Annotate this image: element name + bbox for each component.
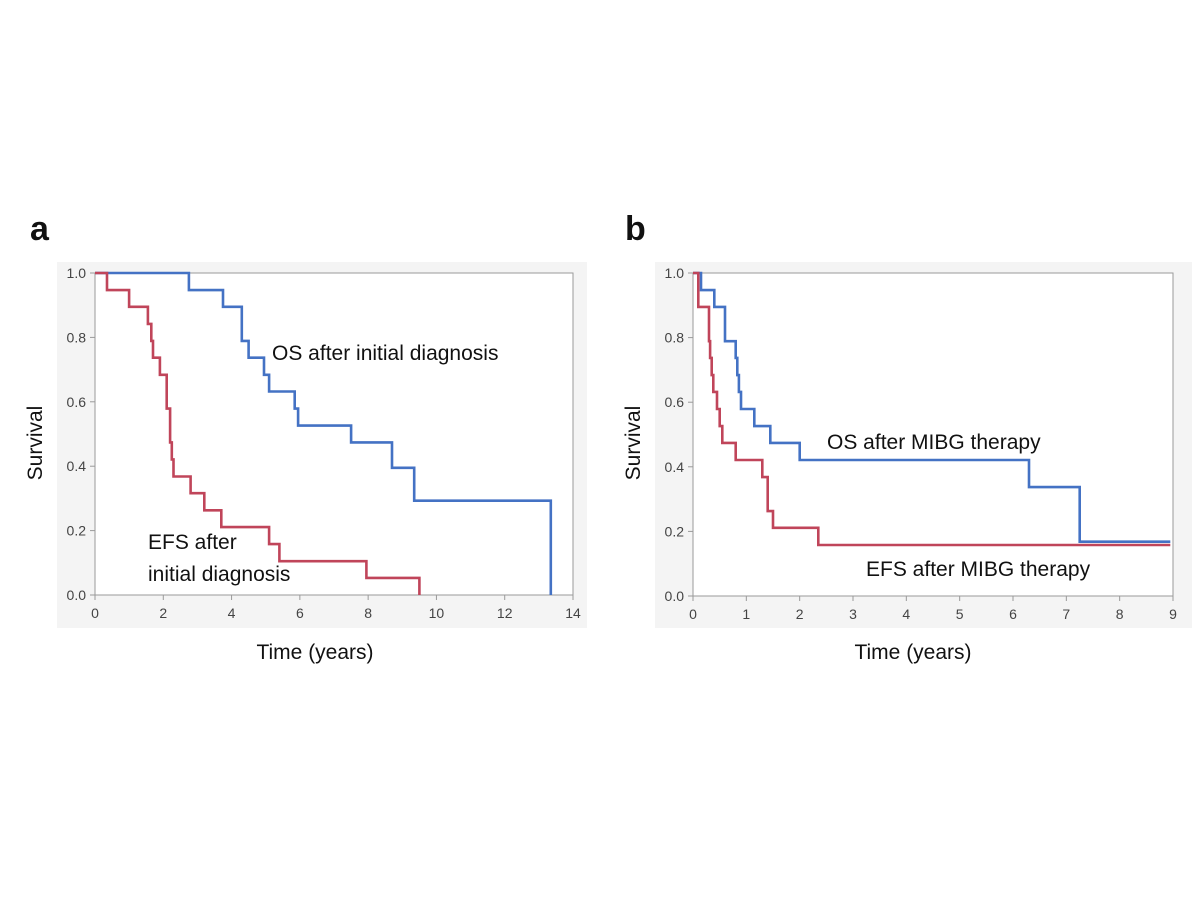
panel-a-y-tick-label: 1.0 [67, 265, 87, 281]
panel-b-x-tick-label: 0 [689, 606, 697, 622]
panel-a-letter: a [30, 210, 50, 248]
panel-b-x-tick-label: 9 [1169, 606, 1177, 622]
panel-a-x-tick-label: 10 [429, 605, 445, 621]
panel-a-os-curve [95, 271, 553, 595]
panel-a-x-tick-label: 8 [364, 605, 372, 621]
panel-b-y-tick-label: 0.2 [665, 523, 685, 539]
panel-a-x-tick-label: 6 [296, 605, 304, 621]
panel-a-x-tick-label: 0 [91, 605, 99, 621]
panel-b-y-axis-title: Survival [622, 406, 645, 481]
panel-a-x-axis: 0 2 4 6 8 10 12 14 [91, 595, 581, 621]
panel-b-x-tick-label: 8 [1116, 606, 1124, 622]
panel-a-series [95, 271, 553, 595]
panel-a-y-tick-label: 0.4 [67, 458, 87, 474]
panel-a-y-axis: 0.0 0.2 0.4 0.6 0.8 1.0 [67, 265, 95, 603]
panel-a-plot-area [94, 272, 574, 596]
panel-a: a 0.0 0.2 0.4 0.6 0.8 1.0 0 2 4 6 8 10 12 14 Time (y… [24, 210, 587, 664]
panel-b-x-axis-title: Time (years) [854, 641, 971, 664]
panel-b-efs-curve [693, 271, 1171, 547]
panel-b-series [693, 271, 1171, 547]
panel-b-x-tick-label: 4 [902, 606, 910, 622]
panel-b-os-annotation: OS after MIBG therapy [827, 431, 1041, 454]
panel-a-efs-annotation-line2: initial diagnosis [148, 563, 290, 586]
panel-b-y-tick-label: 0.6 [665, 394, 685, 410]
panel-a-x-tick-label: 14 [565, 605, 581, 621]
panel-b-efs-annotation: EFS after MIBG therapy [866, 558, 1091, 581]
panel-b-x-tick-label: 7 [1062, 606, 1070, 622]
panel-a-x-axis-title: Time (years) [256, 641, 373, 664]
panel-b-x-tick-label: 6 [1009, 606, 1017, 622]
panel-a-y-tick-label: 0.6 [67, 394, 87, 410]
panel-b-x-tick-label: 5 [956, 606, 964, 622]
panel-a-y-tick-label: 0.2 [67, 523, 87, 539]
panel-a-efs-curve [95, 271, 421, 595]
panel-b-x-axis: 0 1 2 3 4 5 6 7 8 9 [689, 596, 1177, 622]
panel-a-x-tick-label: 4 [228, 605, 236, 621]
panel-a-y-tick-label: 0.8 [67, 329, 87, 345]
panel-a-x-tick-label: 2 [159, 605, 167, 621]
panel-b-letter: b [625, 210, 646, 248]
panel-b: b 0.0 0.2 0.4 0.6 0.8 1.0 0 1 2 3 4 5 6 7 8 9 Time (ye… [622, 210, 1192, 664]
panel-a-y-axis-title: Survival [24, 406, 47, 481]
panel-a-os-annotation: OS after initial diagnosis [272, 342, 498, 365]
panel-b-x-tick-label: 2 [796, 606, 804, 622]
panel-b-y-tick-label: 1.0 [665, 265, 685, 281]
panel-b-x-tick-label: 1 [742, 606, 750, 622]
panel-b-y-tick-label: 0.4 [665, 459, 685, 475]
panel-b-x-tick-label: 3 [849, 606, 857, 622]
panel-b-os-curve [693, 271, 1171, 544]
panel-a-x-tick-label: 12 [497, 605, 513, 621]
panel-b-y-tick-label: 0.8 [665, 330, 685, 346]
panel-a-efs-annotation-line1: EFS after [148, 531, 237, 554]
panel-b-y-tick-label: 0.0 [665, 588, 685, 604]
panel-b-y-axis: 0.0 0.2 0.4 0.6 0.8 1.0 [665, 265, 693, 604]
panel-a-y-tick-label: 0.0 [67, 587, 87, 603]
